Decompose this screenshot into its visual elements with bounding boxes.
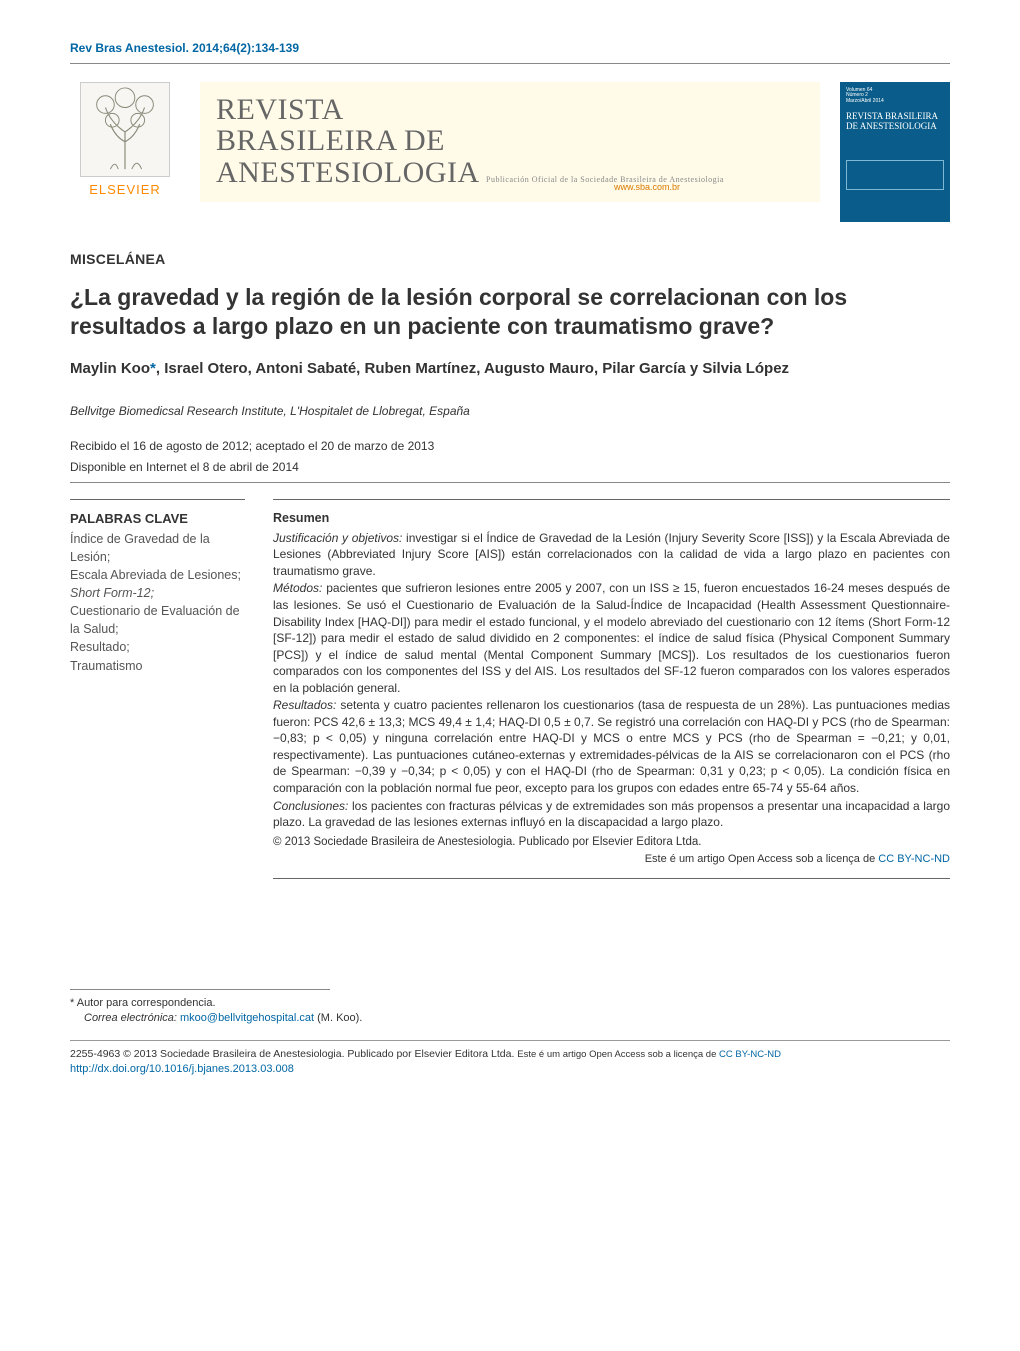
running-head: Rev Bras Anestesiol. 2014;64(2):134-139 (70, 40, 950, 57)
copyright-line: © 2013 Sociedade Brasileira de Anestesio… (273, 835, 950, 851)
journal-name-line2: BRASILEIRA DE (216, 124, 445, 157)
keywords-head: PALABRAS CLAVE (70, 510, 245, 528)
oa-text: Este é um artigo Open Access sob a licen… (645, 853, 879, 865)
issn-line: 2255-4963 © 2013 Sociedade Brasileira de… (70, 1040, 950, 1077)
footnote-rule (70, 989, 330, 990)
journal-name-line1: REVISTA (216, 93, 344, 126)
abstract-box: Resumen Justificación y objetivos: inves… (273, 499, 950, 879)
top-rule (70, 63, 950, 64)
abstract-body: pacientes que sufrieron lesiones entre 2… (273, 581, 950, 694)
journal-cover-thumbnail: Volumen 64Número 2Marzo/Abril 2014 REVIS… (840, 82, 950, 222)
keyword-item: Resultado; (70, 638, 245, 656)
author-list: Maylin Koo*, Israel Otero, Antoni Sabaté… (70, 359, 950, 379)
keyword-item: Traumatismo (70, 657, 245, 675)
corresponding-email-link[interactable]: mkoo@bellvitgehospital.cat (180, 1012, 314, 1024)
journal-name: REVISTA BRASILEIRA DE ANESTESIOLOGIA Pub… (216, 94, 804, 189)
abstract-lead: Resultados: (273, 698, 336, 712)
online-date: Disponible en Internet el 8 de abril de … (70, 459, 950, 476)
doi-link[interactable]: http://dx.doi.org/10.1016/j.bjanes.2013.… (70, 1063, 294, 1075)
elsevier-logo: ELSEVIER (70, 82, 180, 199)
journal-url[interactable]: www.sba.com.br (614, 181, 680, 194)
abstract-paragraph: Justificación y objetivos: investigar si… (273, 530, 950, 580)
abstract-paragraph: Conclusiones: los pacientes con fractura… (273, 798, 950, 831)
abstract-body: setenta y cuatro pacientes rellenaron lo… (273, 698, 950, 795)
elsevier-wordmark: ELSEVIER (89, 181, 161, 199)
elsevier-tree-icon (80, 82, 170, 177)
email-label: Correa electrónica: (84, 1012, 180, 1024)
masthead: ELSEVIER REVISTA BRASILEIRA DE ANESTESIO… (70, 82, 950, 222)
issn-oa-text: Este é um artigo Open Access sob a licen… (517, 1049, 719, 1060)
abstract-paragraph: Métodos: pacientes que sufrieron lesione… (273, 580, 950, 696)
keywords-box: PALABRAS CLAVE Índice de Gravedad de la … (70, 499, 245, 879)
abstract-lead: Conclusiones: (273, 799, 348, 813)
journal-subtitle: Publicación Oficial de la Sociedade Bras… (486, 175, 724, 184)
keyword-item: Escala Abreviada de Lesiones; (70, 566, 245, 584)
cover-title: REVISTA BRASILEIRA DE ANESTESIOLOGIA (846, 112, 944, 132)
article-title: ¿La gravedad y la región de la lesión co… (70, 283, 950, 341)
abstract-zone: PALABRAS CLAVE Índice de Gravedad de la … (70, 499, 950, 879)
section-label: MISCELÁNEA (70, 250, 950, 270)
journal-name-line3: ANESTESIOLOGIA (216, 156, 478, 189)
keyword-item: Cuestionario de Evaluación de la Salud; (70, 602, 245, 638)
abstract-lead: Justificación y objetivos: (273, 531, 402, 545)
open-access-line: Este é um artigo Open Access sob a licen… (273, 852, 950, 867)
corresponding-author-note: * Autor para correspondencia. (70, 996, 950, 1011)
cc-license-link[interactable]: CC BY-NC-ND (878, 853, 950, 865)
abstract-lead: Métodos: (273, 581, 322, 595)
issn-text: 2255-4963 © 2013 Sociedade Brasileira de… (70, 1048, 517, 1060)
abstract-body: los pacientes con fracturas pélvicas y d… (273, 799, 950, 830)
abstract-paragraph: Resultados: setenta y cuatro pacientes r… (273, 697, 950, 796)
keyword-item: Índice de Gravedad de la Lesión; (70, 530, 245, 566)
affiliation: Bellvitge Biomedicsal Research Institute… (70, 403, 950, 420)
received-accepted-dates: Recibido el 16 de agosto de 2012; acepta… (70, 438, 950, 455)
mid-rule (70, 482, 950, 483)
issn-cc-link[interactable]: CC BY-NC-ND (719, 1049, 781, 1060)
abstract-head: Resumen (273, 510, 950, 527)
keyword-item: Short Form-12; (70, 584, 245, 602)
journal-title-block: REVISTA BRASILEIRA DE ANESTESIOLOGIA Pub… (200, 82, 820, 202)
keywords-list: Índice de Gravedad de la Lesión;Escala A… (70, 530, 245, 675)
footer: * Autor para correspondencia. Correa ele… (70, 989, 950, 1078)
email-after: (M. Koo). (314, 1012, 362, 1024)
